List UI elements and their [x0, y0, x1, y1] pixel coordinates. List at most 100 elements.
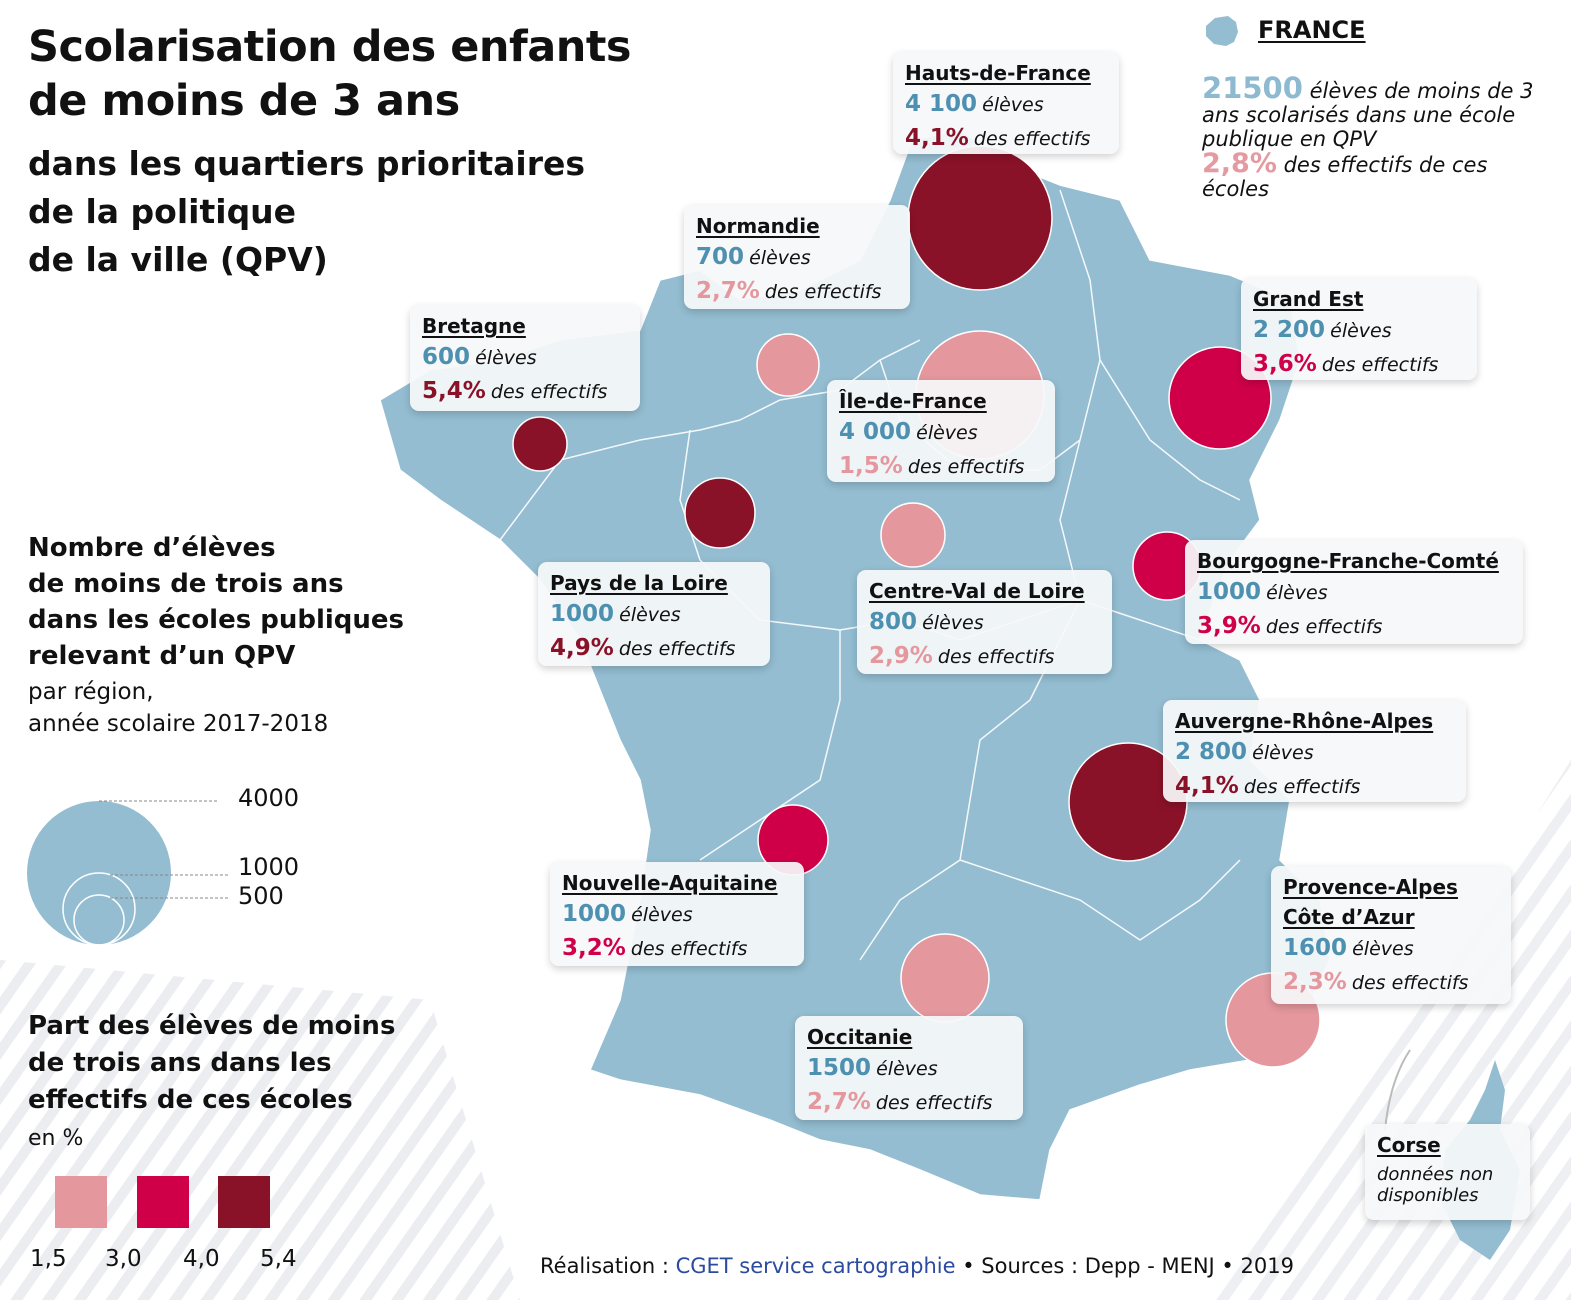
share-unit: des effectifs	[618, 638, 736, 660]
region-students-value: 1500	[807, 1055, 872, 1081]
color-break-label: 3,0	[105, 1246, 142, 1272]
corse-note-line: disponibles	[1377, 1185, 1479, 1206]
corse-connector	[1384, 1049, 1411, 1131]
france-share-value: 2,8%	[1202, 148, 1277, 179]
region-share: 4,9% des effectifs	[550, 632, 758, 666]
share-unit: des effectifs	[1321, 354, 1439, 376]
size-legend-value-4000: 4000	[238, 784, 300, 812]
region-card: Bretagne 600 élèves 5,4% des effectifs	[410, 305, 640, 411]
france-share: 2,8% des effectifs de ces écoles	[1202, 150, 1532, 201]
region-students-value: 700	[696, 244, 745, 270]
region-students-value: 4 000	[839, 419, 912, 445]
students-unit: élèves	[619, 604, 681, 626]
region-card-corse: Corse données non disponibles	[1365, 1124, 1530, 1220]
legend-circle-500	[73, 894, 125, 946]
region-name: Île-de-France	[839, 389, 987, 413]
region-bubble	[880, 502, 946, 568]
size-legend	[27, 800, 228, 946]
footer-credits: Réalisation : CGET service cartographie …	[540, 1254, 1294, 1278]
region-students: 4 000 élèves	[839, 416, 1043, 450]
region-share-value: 5,4%	[422, 378, 486, 404]
footer-sources: • Sources : Depp - MENJ • 2019	[955, 1254, 1294, 1278]
region-students-value: 2 200	[1253, 317, 1326, 343]
region-students-value: 2 800	[1175, 739, 1248, 765]
region-share: 5,4% des effectifs	[422, 375, 628, 409]
share-unit: des effectifs	[937, 646, 1055, 668]
share-unit: des effectifs	[1243, 776, 1361, 798]
france-students: 21500 élèves de moins de 3 ans scolarisé…	[1202, 74, 1552, 152]
region-bubble	[907, 145, 1053, 291]
france-students-text: élèves de moins de 3 ans scolarisés dans…	[1202, 79, 1534, 151]
region-students: 1000 élèves	[562, 898, 792, 932]
region-share-value: 2,7%	[807, 1089, 871, 1115]
footer-credit-link[interactable]: CGET service cartographie	[675, 1254, 956, 1278]
region-name: Occitanie	[807, 1025, 913, 1049]
region-name: Normandie	[696, 214, 820, 238]
students-unit: élèves	[1330, 320, 1392, 342]
region-share-value: 3,2%	[562, 935, 626, 961]
france-mini-icon	[1206, 16, 1238, 46]
color-legend-title-line: de trois ans dans les	[28, 1048, 332, 1078]
region-share-value: 4,1%	[1175, 773, 1239, 799]
region-card: Provence-Alpes Côte d’Azur 1600 élèves 2,3%…	[1271, 866, 1511, 1004]
region-name: Auvergne-Rhône-Alpes	[1175, 709, 1434, 733]
region-name-line-2: Côte d’Azur	[1283, 905, 1415, 929]
region-students-value: 1000	[562, 901, 627, 927]
students-unit: élèves	[922, 612, 984, 634]
size-legend-subtitle-line: par région,	[28, 679, 154, 705]
region-bubble	[1068, 742, 1188, 862]
region-name: Pays de la Loire	[550, 571, 728, 595]
share-unit: des effectifs	[630, 938, 748, 960]
color-legend-title-line: effectifs de ces écoles	[28, 1085, 353, 1115]
footer-prefix: Réalisation :	[540, 1254, 676, 1278]
region-students: 600 élèves	[422, 341, 628, 375]
students-unit: élèves	[916, 422, 978, 444]
region-card: Auvergne-Rhône-Alpes 2 800 élèves 4,1% des…	[1163, 700, 1466, 802]
region-share-value: 3,6%	[1253, 351, 1317, 377]
region-card: Île-de-France 4 000 élèves 1,5% des effect…	[827, 380, 1055, 482]
students-unit: élèves	[982, 94, 1044, 116]
region-card: Grand Est 2 200 élèves 3,6% des effectifs	[1241, 278, 1477, 380]
region-name: Centre-Val de Loire	[869, 579, 1085, 603]
region-name: Provence-Alpes	[1283, 875, 1458, 899]
region-share: 1,5% des effectifs	[839, 450, 1043, 484]
size-legend-value-1000: 1000	[238, 853, 300, 881]
map-title: Scolarisation des enfants de moins de 3 …	[28, 20, 708, 128]
region-students: 700 élèves	[696, 241, 898, 275]
students-unit: élèves	[749, 247, 811, 269]
region-students-value: 1000	[1197, 579, 1262, 605]
color-break-label: 4,0	[183, 1246, 220, 1272]
region-students: 4 100 élèves	[905, 88, 1107, 122]
france-share-text: des effectifs de ces écoles	[1202, 153, 1488, 201]
size-legend-value-500: 500	[238, 882, 284, 910]
share-unit: des effectifs	[907, 456, 1025, 478]
share-unit: des effectifs	[764, 281, 882, 303]
students-unit: élèves	[1352, 938, 1414, 960]
share-unit: des effectifs	[1351, 972, 1469, 994]
region-card: Bourgogne-Franche-Comté 1000 élèves 3,9% d…	[1185, 540, 1523, 644]
subtitle-line-1: dans les quartiers prioritaires	[28, 144, 585, 183]
region-name: Hauts-de-France	[905, 61, 1091, 85]
color-swatch-low	[55, 1176, 107, 1228]
corse-note-line: données non	[1377, 1164, 1494, 1185]
size-legend-title-line: Nombre d’élèves	[28, 533, 276, 563]
region-students: 1000 élèves	[550, 598, 758, 632]
students-unit: élèves	[876, 1058, 938, 1080]
region-share-value: 1,5%	[839, 453, 903, 479]
region-name: Nouvelle-Aquitaine	[562, 871, 778, 895]
size-legend-title-line: dans les écoles publiques	[28, 605, 405, 635]
size-legend-title-line: de moins de trois ans	[28, 569, 344, 599]
share-unit: des effectifs	[1265, 616, 1383, 638]
color-swatch-high	[218, 1176, 270, 1228]
map-subtitle: dans les quartiers prioritaires de la po…	[28, 140, 668, 284]
region-name: Bourgogne-Franche-Comté	[1197, 549, 1499, 573]
size-legend-subtitle: par région, année scolaire 2017-2018	[28, 676, 448, 740]
region-share: 2,7% des effectifs	[696, 275, 898, 309]
region-students: 2 800 élèves	[1175, 736, 1454, 770]
corse-note: données non disponibles	[1377, 1164, 1518, 1206]
students-unit: élèves	[631, 904, 693, 926]
subtitle-line-2: de la politique	[28, 192, 297, 231]
region-share: 3,9% des effectifs	[1197, 610, 1511, 644]
region-card: Pays de la Loire 1000 élèves 4,9% des effe…	[538, 562, 770, 666]
color-break-label: 5,4	[260, 1246, 297, 1272]
